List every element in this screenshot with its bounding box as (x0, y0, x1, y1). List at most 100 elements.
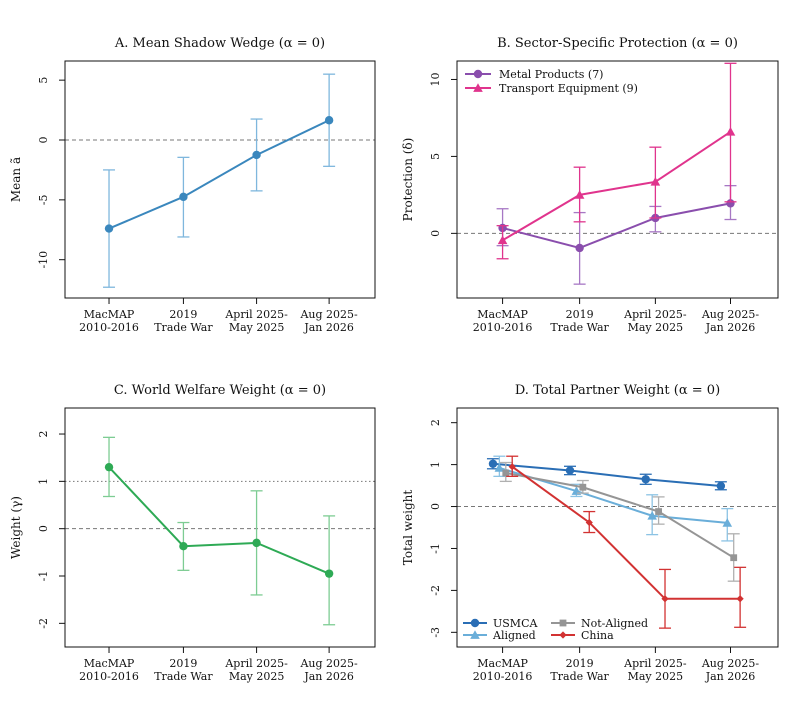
data-point (179, 192, 188, 202)
x-tick-label: MacMAP (84, 308, 135, 321)
legend-label: USMCA (493, 617, 538, 630)
x-tick-label: 2010-2016 (473, 321, 533, 334)
x-tick-label: April 2025- (224, 308, 288, 321)
y-axis-label: Total weight (401, 490, 415, 566)
x-tick-label: 2019 (566, 308, 594, 321)
y-tick-label: 2 (429, 419, 442, 426)
data-point (508, 463, 516, 471)
data-point (641, 475, 650, 484)
x-tick-label: May 2025 (229, 321, 285, 334)
data-point (252, 538, 261, 548)
series-line (502, 130, 732, 242)
x-tick-label: May 2025 (628, 670, 684, 683)
data-point (497, 235, 508, 245)
legend-marker (559, 631, 567, 639)
legend-marker (559, 619, 567, 627)
x-tick-label: Trade War (154, 321, 213, 334)
legend-marker (470, 618, 480, 628)
x-tick-label: Trade War (550, 321, 609, 334)
data-point (585, 518, 593, 527)
series-metal-products-7 (496, 185, 737, 285)
legend-label: China (581, 629, 614, 642)
data-point (661, 595, 669, 603)
data-point (579, 483, 587, 491)
series-usmca (486, 458, 727, 491)
plot-frame (64, 60, 376, 299)
data-point (650, 177, 661, 186)
x-tick-label: Aug 2025- (701, 308, 760, 321)
y-tick-label: -1 (37, 571, 50, 582)
y-tick-label: 1 (37, 478, 50, 485)
x-tick-label: 2010-2016 (79, 321, 139, 334)
x-tick-label: Aug 2025- (299, 308, 358, 321)
y-tick-label: 0 (37, 137, 50, 144)
x-tick-label: Jan 2026 (705, 670, 756, 683)
y-tick-label: -5 (37, 194, 50, 205)
series-line (502, 202, 731, 250)
data-point (104, 462, 114, 472)
y-tick-label: 5 (37, 77, 50, 84)
y-tick-label: 5 (429, 153, 442, 160)
x-tick-label: April 2025- (224, 657, 288, 670)
data-point (730, 554, 738, 562)
y-tick-label: 0 (429, 503, 442, 510)
series-not-aligned (499, 461, 740, 582)
data-point (488, 459, 498, 468)
data-point (725, 126, 736, 136)
y-tick-label: 0 (429, 230, 442, 237)
data-point (494, 463, 505, 472)
x-tick-label: Jan 2026 (303, 321, 354, 334)
plot-frame (456, 407, 779, 648)
y-tick-label: -2 (37, 618, 50, 629)
data-point (565, 466, 575, 475)
data-point (716, 481, 726, 491)
series-china (506, 455, 747, 629)
x-tick-label: MacMAP (84, 657, 135, 670)
panel-d: D. Total Partner Weight (α = 0) -3 -2 -1 0 1 2… (401, 383, 779, 683)
panel-title: C. World Welfare Weight (α = 0) (114, 383, 326, 398)
legend-label: Aligned (492, 629, 536, 642)
data-point (104, 224, 114, 233)
y-tick-label: 0 (37, 525, 50, 532)
y-tick-label: -2 (429, 585, 442, 596)
series-weight (103, 436, 336, 626)
legend-marker (473, 83, 483, 92)
data-point (575, 243, 584, 253)
y-tick-label: -1 (429, 543, 442, 554)
panel-title: A. Mean Shadow Wedge (α = 0) (114, 36, 325, 51)
x-tick-label: Aug 2025- (299, 657, 358, 670)
panel-a: A. Mean Shadow Wedge (α = 0) -10 -5 0 5 Mean … (9, 36, 376, 334)
series-line (492, 462, 721, 487)
legend-marker (473, 69, 483, 79)
data-point (574, 190, 585, 199)
plot-frame (456, 60, 779, 299)
x-tick-label: Trade War (550, 670, 609, 683)
x-tick-label: MacMAP (477, 308, 528, 321)
panel-title: B. Sector-Specific Protection (α = 0) (497, 36, 738, 51)
y-tick-label: 1 (429, 461, 442, 468)
x-tick-label: May 2025 (229, 670, 285, 683)
series-line (108, 466, 330, 575)
series-line (511, 465, 741, 600)
data-point (252, 150, 261, 160)
data-point (502, 469, 510, 477)
y-tick-label: 10 (429, 72, 442, 86)
y-tick-label: 2 (37, 431, 50, 438)
x-tick-label: April 2025- (623, 657, 687, 670)
data-point (722, 518, 733, 527)
y-tick-label: -10 (37, 251, 50, 269)
data-point (736, 595, 744, 603)
legend-label: Metal Products (7) (499, 68, 603, 81)
y-axis-label: Protection (δ) (401, 138, 415, 222)
y-axis-label: Weight (γ) (9, 496, 23, 559)
y-tick-label: -3 (429, 627, 442, 638)
x-tick-label: 2010-2016 (79, 670, 139, 683)
series-mean (103, 73, 336, 288)
panel-c: C. World Welfare Weight (α = 0) -2 -1 0 1 2 We… (9, 383, 376, 683)
plot-frame (64, 407, 376, 648)
x-tick-label: 2010-2016 (473, 670, 533, 683)
x-tick-label: Aug 2025- (701, 657, 760, 670)
data-point (324, 116, 334, 125)
